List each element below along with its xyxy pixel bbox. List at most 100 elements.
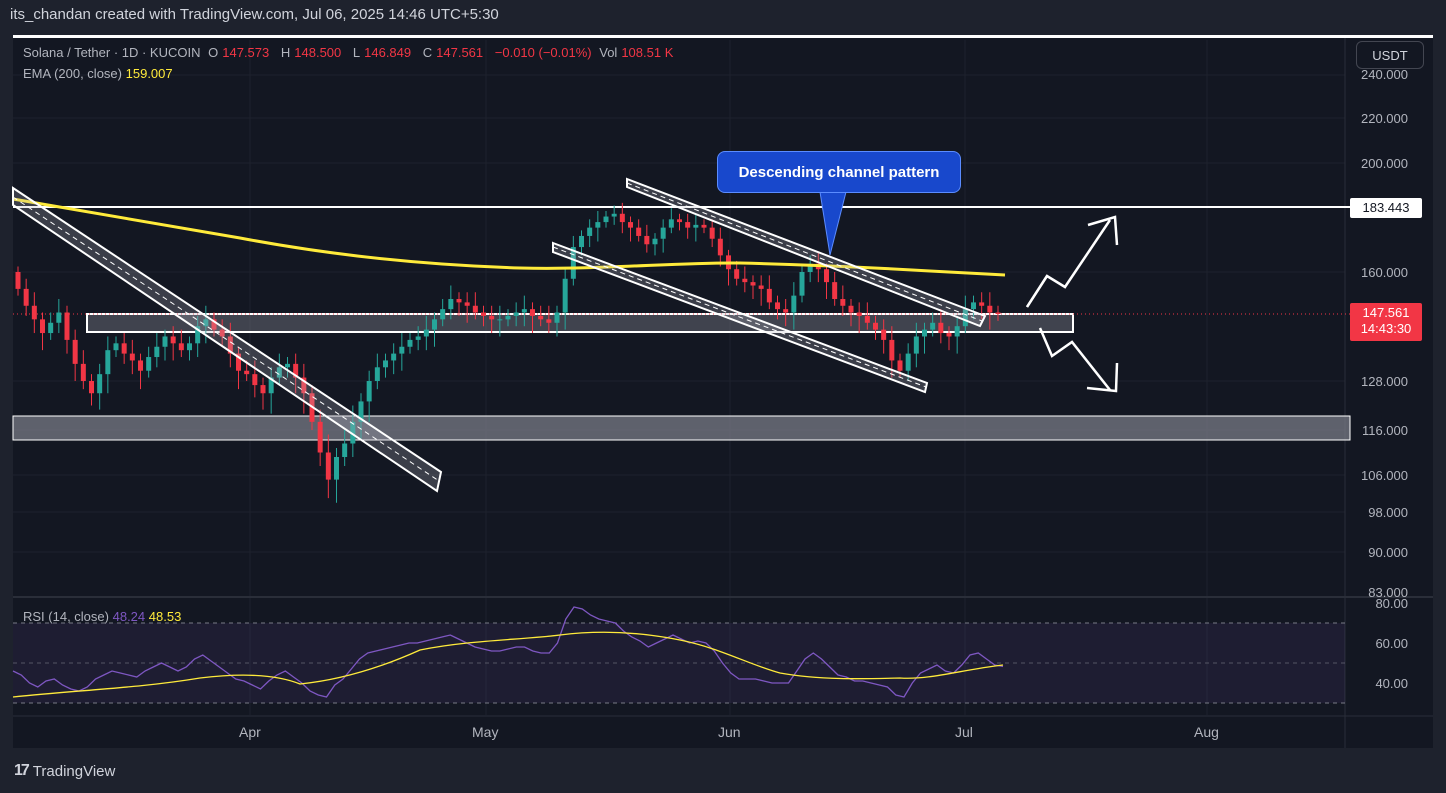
candle-body — [440, 309, 446, 320]
candle-body — [203, 319, 209, 327]
grid-lines — [13, 40, 1345, 715]
change-value: −0.010 (−0.01%) — [494, 45, 592, 60]
candle-body — [636, 227, 642, 236]
candle-body — [285, 363, 290, 368]
rsi-legend: RSI (14, close) 48.24 48.53 — [23, 609, 181, 624]
rsi-axis-label: 80.00 — [1375, 596, 1408, 611]
time-axis-label: Jul — [955, 724, 973, 740]
candle-body — [162, 336, 168, 347]
high-label: H — [280, 45, 291, 60]
candle-body — [374, 367, 380, 381]
candle-body — [146, 357, 152, 371]
currency-button[interactable]: USDT — [1356, 41, 1424, 69]
candle-body — [783, 309, 789, 313]
candle-body — [48, 322, 54, 334]
candle-body — [268, 377, 274, 394]
pattern-callout[interactable]: Descending channel pattern — [717, 151, 961, 193]
channel-upper-band — [626, 177, 987, 328]
price-axis-label: 220.000 — [1361, 111, 1408, 126]
candle-body — [979, 302, 985, 306]
candle-body — [211, 319, 217, 330]
candle-body — [987, 305, 993, 313]
candle-body — [40, 319, 45, 334]
candle-body — [113, 343, 119, 351]
candle-body — [23, 288, 29, 306]
candle-body — [538, 315, 544, 320]
rsi-line — [12, 606, 1004, 698]
candle-body — [677, 219, 682, 223]
candle-body — [930, 322, 936, 330]
volume-label: Vol — [599, 45, 618, 60]
candle-body — [628, 222, 633, 228]
low-label: L — [352, 45, 361, 60]
support-zone — [12, 415, 1351, 441]
candle-body — [579, 235, 584, 248]
candle-body — [154, 346, 160, 358]
candle-body — [391, 353, 397, 361]
candle-body — [64, 312, 70, 340]
candle-body — [660, 227, 666, 239]
candle-body — [252, 374, 258, 386]
candle-body — [742, 278, 748, 283]
candle-body — [260, 385, 266, 394]
time-axis-label: Apr — [239, 724, 261, 740]
price-axis-label: 106.000 — [1361, 468, 1408, 483]
candle-body — [881, 329, 887, 340]
candle-body — [962, 309, 968, 327]
time-axis-label: May — [472, 724, 499, 740]
price-axis-label: 200.000 — [1361, 156, 1408, 171]
candle-body — [513, 312, 519, 316]
candle-body — [775, 302, 780, 310]
candle-body — [938, 322, 944, 334]
low-value: 146.849 — [364, 45, 412, 60]
chart-caption: its_chandan created with TradingView.com… — [10, 6, 499, 23]
consolidation-zone — [86, 313, 1074, 333]
rsi-ma-value: 48.53 — [148, 609, 182, 624]
callout-pointer — [819, 191, 847, 256]
candle-body — [530, 309, 535, 316]
candle-body — [840, 299, 846, 306]
symbol-label: Solana / Tether · 1D · KUCOIN — [23, 45, 201, 60]
candle-body — [407, 339, 413, 347]
candle-body — [89, 381, 94, 394]
candle-body — [856, 312, 862, 316]
candle-body — [178, 343, 184, 351]
candle-body — [481, 312, 486, 316]
candle-body — [489, 315, 495, 320]
open-value: 147.573 — [222, 45, 270, 60]
rsi-axis-label: 40.00 — [1375, 676, 1408, 691]
resistance-price-tag: 183.443 — [1350, 198, 1422, 218]
candle-body — [383, 360, 388, 368]
price-axis-label: 98.000 — [1368, 505, 1408, 520]
candle-body — [791, 295, 797, 313]
candle-body — [864, 315, 870, 323]
volume-value: 108.51 K — [621, 45, 674, 60]
candle-body — [995, 312, 1001, 314]
open-label: O — [208, 45, 219, 60]
candles — [15, 202, 1001, 503]
price-axis-label: 240.000 — [1361, 67, 1408, 82]
candle-body — [611, 213, 617, 217]
candle-body — [971, 302, 976, 310]
tradingview-logo[interactable]: 17 TradingView — [14, 762, 115, 780]
candle-body — [546, 319, 552, 323]
candle-body — [521, 309, 527, 313]
candle-body — [750, 282, 756, 286]
candle-body — [399, 346, 405, 354]
rsi-label: RSI (14, close) — [23, 609, 109, 624]
candle-body — [913, 336, 919, 354]
high-value: 148.500 — [294, 45, 342, 60]
close-value: 147.561 — [436, 45, 484, 60]
candle-body — [946, 333, 952, 337]
candle-body — [734, 269, 740, 279]
candle-body — [693, 224, 699, 228]
candle-body — [317, 421, 323, 453]
candle-body — [415, 336, 421, 340]
candle-body — [187, 343, 192, 351]
ema200-line — [12, 197, 1006, 277]
candle-body — [334, 457, 339, 480]
candle-body — [587, 227, 593, 236]
candle-body — [595, 222, 601, 228]
candle-body — [554, 312, 560, 323]
